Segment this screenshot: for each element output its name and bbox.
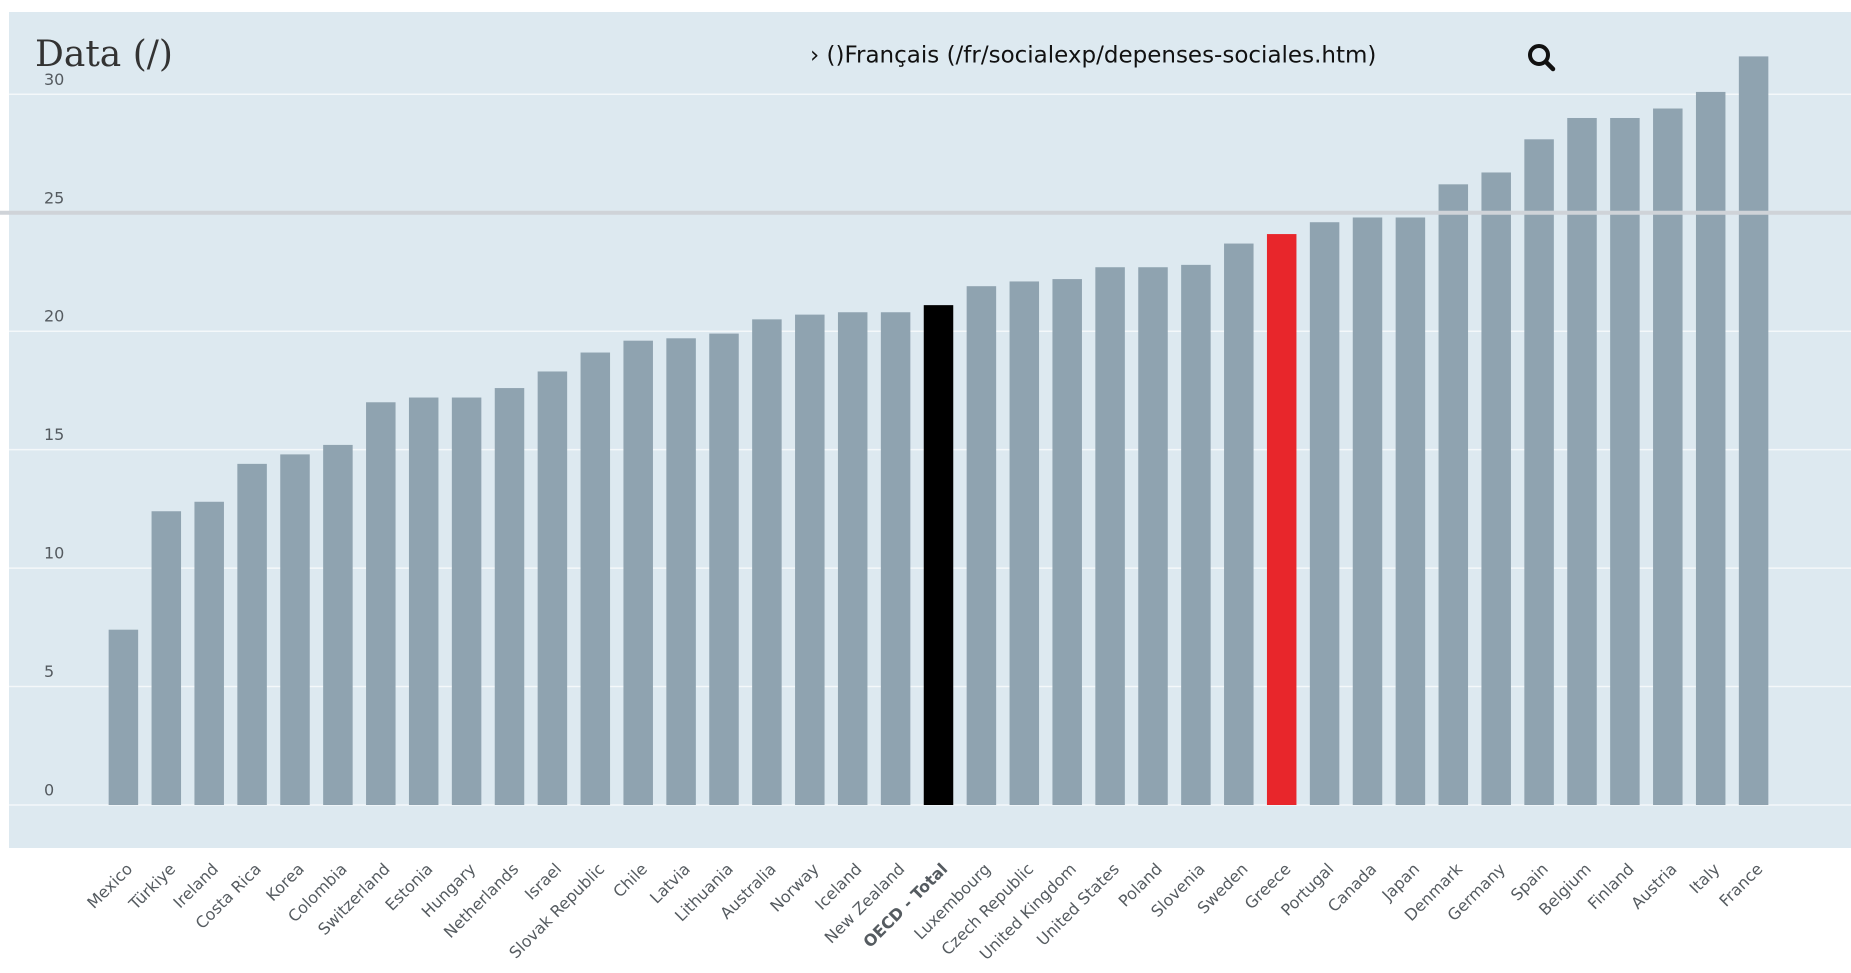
bar: [580, 352, 611, 805]
bar: [451, 397, 482, 805]
bar: [366, 402, 396, 805]
bar: [537, 371, 568, 805]
y-tick-label: 25: [44, 188, 64, 207]
bar: [1266, 234, 1297, 806]
bar: [151, 511, 182, 805]
bar: [623, 340, 653, 805]
language-link[interactable]: › ()Français (/fr/socialexp/depenses-soc…: [810, 43, 1376, 69]
search-icon[interactable]: [1528, 44, 1556, 72]
bar: [1481, 172, 1511, 806]
bar: [1352, 217, 1383, 805]
bar: [408, 397, 439, 805]
bar: [1095, 267, 1125, 805]
bar: [280, 454, 310, 805]
bar: [194, 501, 224, 805]
bar: [752, 319, 782, 805]
bar: [494, 388, 525, 805]
x-tick-label: France: [1715, 859, 1766, 910]
bar: [966, 286, 997, 806]
x-tick-label: Türkiye: [124, 859, 179, 914]
bar: [1138, 267, 1168, 805]
bar: [923, 305, 954, 805]
y-tick-label: 30: [44, 70, 64, 89]
bar: [1738, 56, 1769, 806]
x-tick-label: Austria: [1627, 859, 1680, 912]
bar: [1524, 139, 1554, 805]
x-tick-label: Chile: [609, 859, 651, 901]
bar: [666, 338, 696, 805]
page-title: Data (/): [35, 34, 173, 75]
bar: [1309, 222, 1340, 805]
bar: [1009, 281, 1040, 805]
bar: [108, 629, 139, 805]
bars: [108, 56, 1769, 806]
bar: [709, 333, 739, 805]
bar: [1438, 184, 1469, 805]
bar: [1181, 264, 1211, 805]
y-tick-label: 20: [44, 307, 64, 326]
x-tick-label: Finland: [1584, 859, 1638, 913]
bar: [837, 312, 868, 805]
bar: [1224, 243, 1254, 805]
bar: [1653, 108, 1683, 806]
y-tick-label: 5: [44, 662, 54, 681]
y-tick-label: 0: [44, 781, 54, 800]
bar: [880, 312, 911, 805]
bar: [1395, 217, 1426, 805]
bar: [795, 314, 825, 805]
y-tick-label: 10: [44, 544, 64, 563]
bar: [237, 463, 267, 805]
x-tick-label: Italy: [1686, 859, 1724, 897]
bar: [1695, 91, 1726, 805]
bar: [323, 444, 353, 805]
bar: [1052, 279, 1082, 805]
y-tick-label: 15: [44, 425, 64, 444]
bar: [1610, 117, 1640, 806]
bar: [1567, 117, 1597, 806]
